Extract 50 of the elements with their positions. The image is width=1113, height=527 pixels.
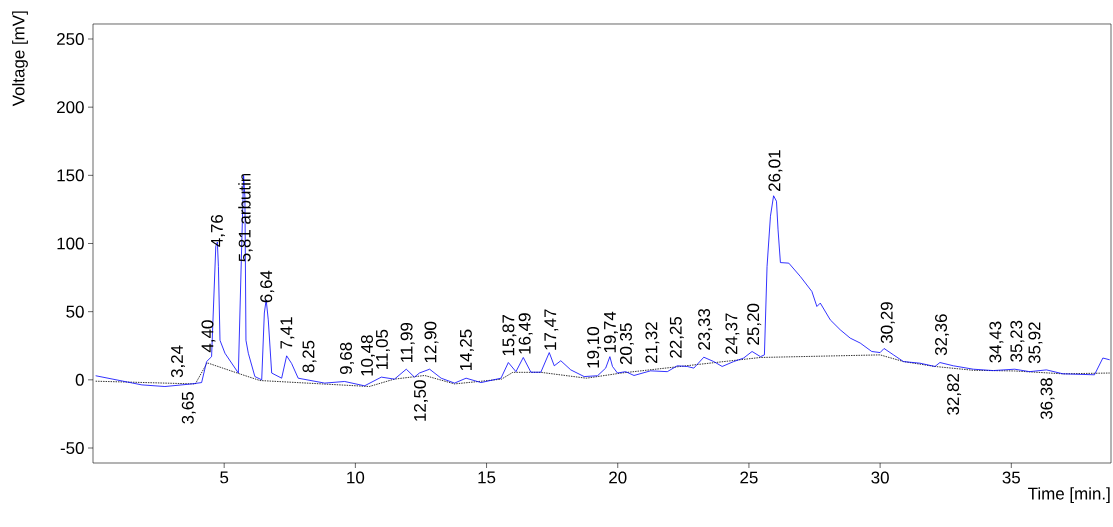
annotation: 30,29: [880, 302, 895, 344]
annotation: 5,81 arbutin: [238, 173, 253, 262]
annotation: 32,36: [935, 314, 950, 356]
annotation: 9,68: [339, 342, 354, 375]
annotation: 26,01: [768, 150, 783, 191]
y-tick-label: 250: [57, 32, 84, 45]
x-tick-label: 20: [609, 471, 627, 484]
annotation: 35,23: [1010, 320, 1025, 362]
x-tick-label: 10: [347, 471, 365, 484]
y-tick-label: 50: [66, 305, 84, 318]
annotation: 17,47: [544, 309, 559, 350]
annotation: 36,38: [1040, 378, 1055, 420]
annotation: 22,25: [669, 316, 684, 358]
annotation: 32,82: [947, 373, 962, 415]
x-tick-label: 35: [1002, 471, 1020, 484]
annotation: 25,20: [747, 303, 762, 345]
annotation: 12,90: [424, 321, 439, 363]
annotation: 6,64: [260, 270, 275, 303]
y-tick-label: -50: [60, 442, 84, 454]
y-tick-label: 150: [57, 169, 84, 182]
annotation: 16,49: [518, 313, 533, 354]
annotation: 35,92: [1028, 322, 1043, 364]
annotation: 21,32: [645, 322, 660, 363]
x-tick-label: 30: [871, 471, 889, 484]
annotation: 7,41: [280, 317, 295, 349]
annotation: 19,10: [587, 327, 602, 368]
annotation: 20,35: [619, 323, 634, 365]
annotation: 12,50: [413, 380, 428, 421]
annotation: 19,74: [603, 311, 618, 353]
annotation: 15,87: [502, 315, 517, 356]
y-tick-label: 200: [57, 101, 84, 114]
x-tick-label: 5: [220, 471, 229, 484]
x-tick-label: 25: [740, 471, 758, 484]
annotation: 24,37: [725, 313, 740, 355]
annotation: 34,43: [989, 321, 1004, 363]
annotation: 10,48: [360, 335, 375, 376]
annotation: 8,25: [302, 340, 317, 373]
annotation: 4,40: [201, 320, 216, 353]
annotation: 14,25: [459, 329, 474, 370]
y-axis-title: Voltage [mV]: [12, 11, 28, 107]
annotation: 3,24: [171, 345, 186, 378]
y-tick-label: 100: [57, 237, 84, 250]
annotation: 4,76: [210, 214, 225, 247]
annotation: 23,33: [698, 308, 713, 350]
annotation: 3,65: [181, 392, 196, 424]
annotation: 11,05: [375, 329, 390, 369]
annotation: 11,99: [400, 322, 415, 362]
x-axis-title: Time [min.]: [1028, 487, 1110, 503]
y-tick-label: 0: [75, 373, 84, 386]
x-tick-label: 15: [478, 471, 496, 484]
